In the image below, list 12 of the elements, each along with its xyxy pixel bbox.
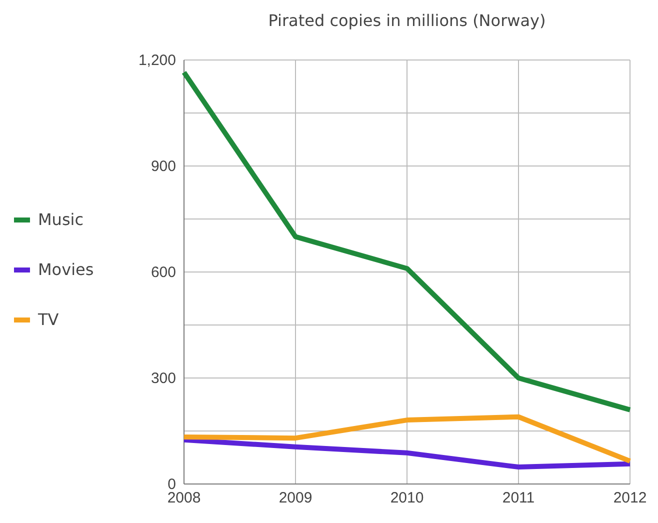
y-tick-label: 1,200 [138,52,176,69]
legend-label: Movies [38,260,94,279]
x-tick-label: 2009 [278,490,312,507]
y-tick-label: 600 [150,264,176,281]
x-tick-label: 2010 [390,490,424,507]
legend-label: Music [38,210,84,229]
chart-title: Pirated copies in millions (Norway) [268,11,546,30]
y-tick-label: 900 [150,158,176,175]
legend-label: TV [37,310,59,329]
y-tick-label: 300 [150,370,176,387]
x-tick-label: 2012 [613,490,647,507]
x-tick-label: 2011 [502,490,535,507]
